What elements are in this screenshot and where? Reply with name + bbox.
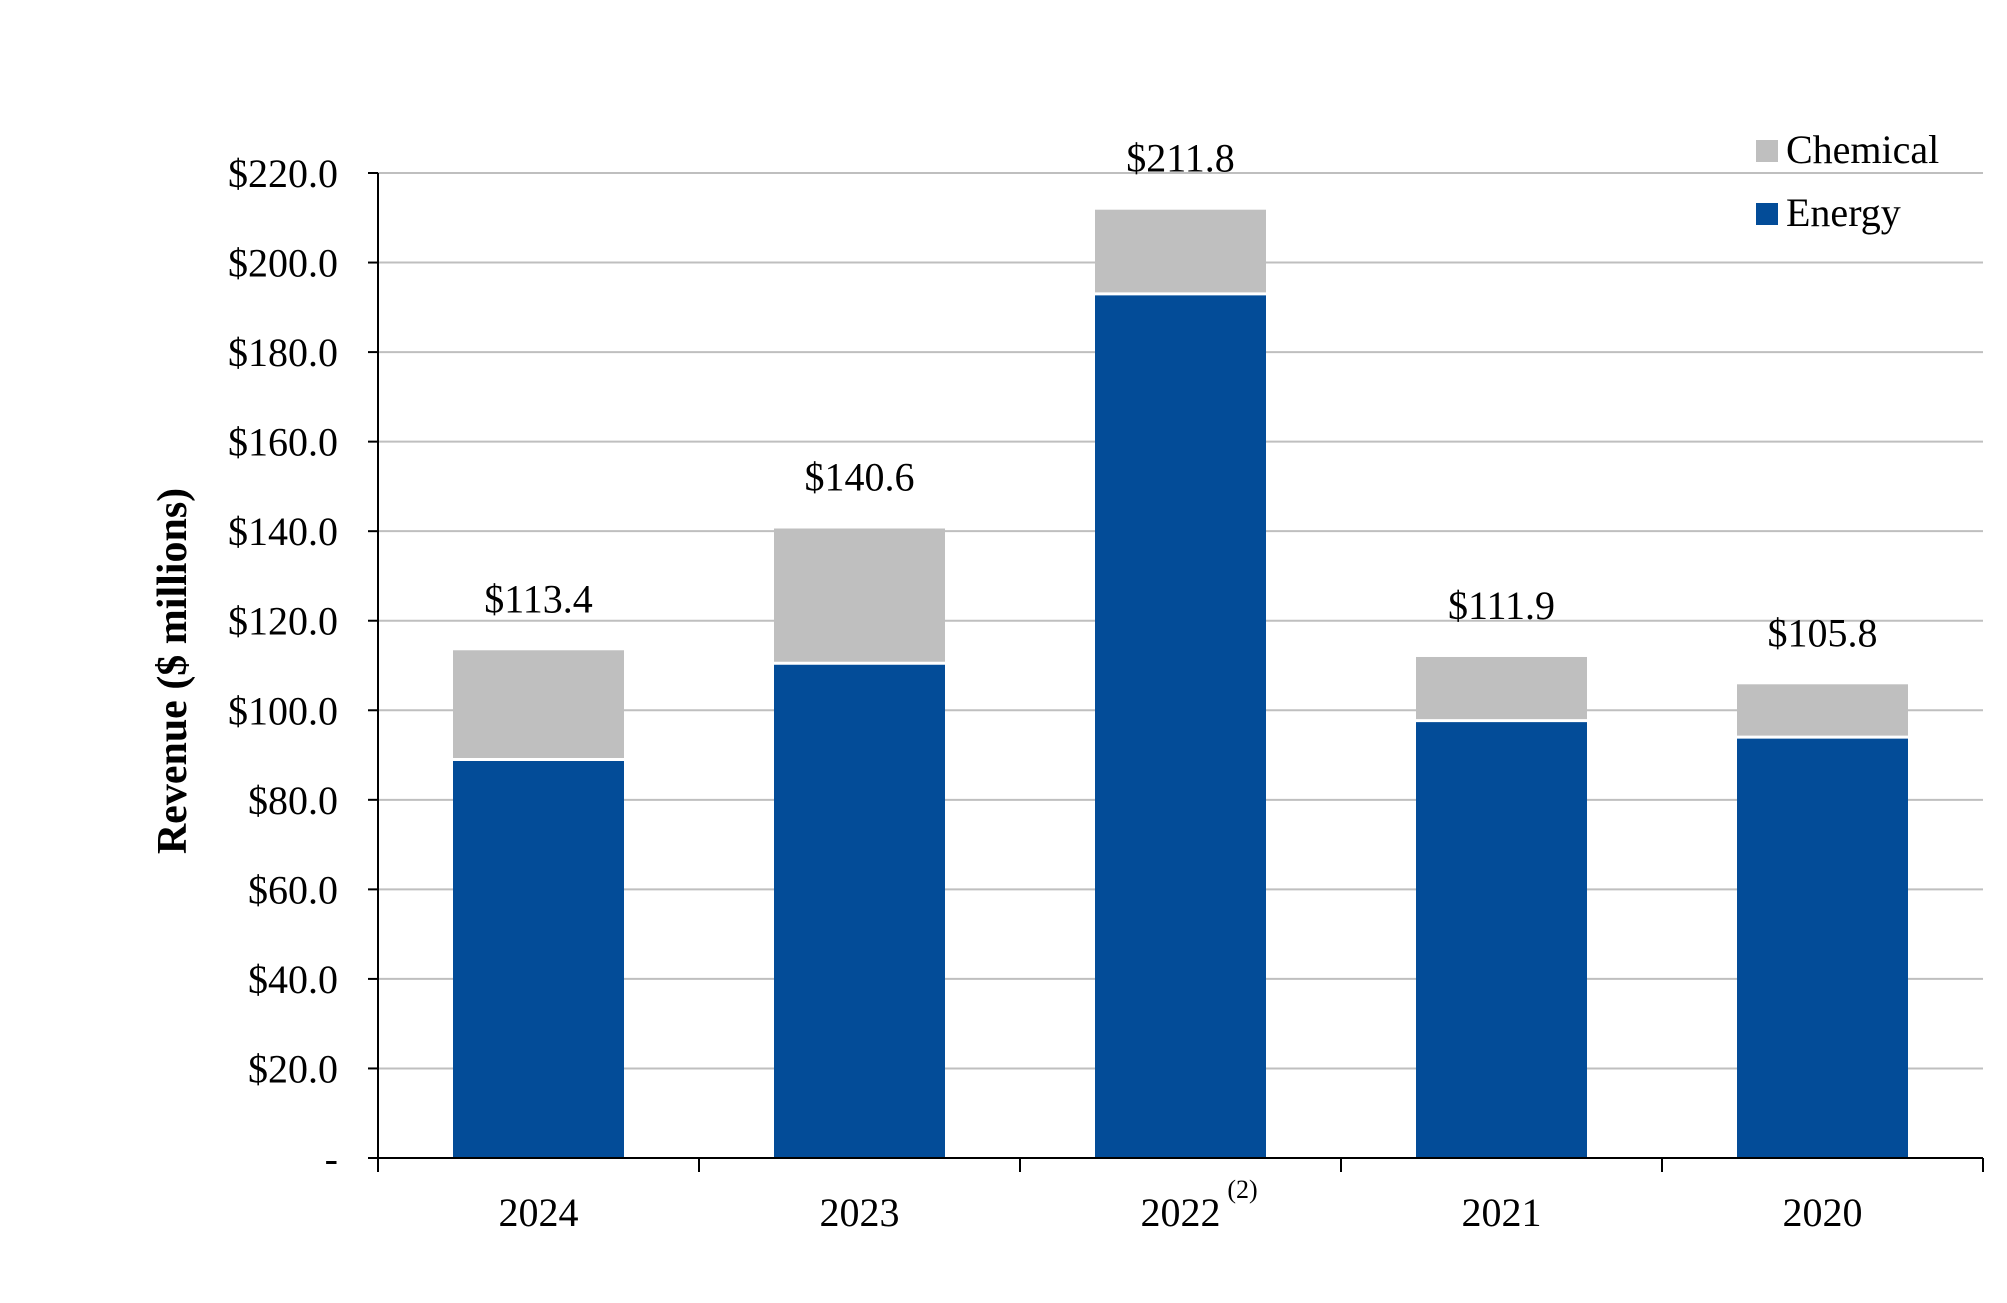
y-tick-label: $140.0 (228, 509, 338, 554)
y-tick-label: $40.0 (248, 957, 338, 1002)
legend-swatch-energy (1756, 203, 1778, 225)
bar-energy-2022 (1095, 293, 1266, 1158)
bar-chemical-2021 (1416, 656, 1587, 721)
total-label: $113.4 (484, 576, 593, 621)
y-tick-label: $80.0 (248, 778, 338, 823)
y-tick-label: $220.0 (228, 151, 338, 196)
total-label: $211.8 (1126, 136, 1235, 181)
total-label: $111.9 (1448, 583, 1555, 628)
y-tick-label: $200.0 (228, 241, 338, 286)
axes (377, 173, 1984, 1172)
legend: Chemical Energy (1756, 127, 1939, 235)
bar-energy-2023 (774, 663, 945, 1158)
total-label: $105.8 (1768, 610, 1878, 655)
total-label: $140.6 (805, 454, 915, 499)
y-tick-label: $100.0 (228, 688, 338, 733)
bars (453, 209, 1908, 1158)
y-tick-label: - (325, 1136, 338, 1181)
y-tick-label: $20.0 (248, 1046, 338, 1091)
x-tick-label: 2023 (820, 1190, 900, 1235)
x-tick-label: 2022 (1141, 1190, 1221, 1235)
bar-energy-2021 (1416, 720, 1587, 1158)
legend-swatch-chemical (1756, 140, 1778, 162)
bar-chemical-2023 (774, 528, 945, 664)
x-tick-superscript: (2) (1227, 1175, 1257, 1204)
x-tick-label: 2021 (1462, 1190, 1542, 1235)
x-tick-labels: 2024 2023 2022(2) 2021 2020 (499, 1175, 1863, 1235)
bar-energy-2024 (453, 759, 624, 1158)
bar-energy-2020 (1737, 737, 1908, 1158)
y-tick-label: $160.0 (228, 420, 338, 465)
legend-label-chemical: Chemical (1786, 127, 1939, 172)
y-tick-label: $60.0 (248, 867, 338, 912)
x-tick-label: 2020 (1783, 1190, 1863, 1235)
legend-label-energy: Energy (1786, 190, 1901, 235)
x-tick-label: 2024 (499, 1190, 579, 1235)
bar-chemical-2020 (1737, 684, 1908, 738)
total-labels: $113.4 $140.6 $211.8 $111.9 $105.8 (484, 136, 1877, 656)
y-tick-label: $180.0 (228, 330, 338, 375)
bar-chemical-2022 (1095, 209, 1266, 294)
y-axis-title: Revenue ($ millions) (150, 488, 196, 854)
y-tick-label: $120.0 (228, 599, 338, 644)
y-tick-labels: - $20.0 $40.0 $60.0 $80.0 $100.0 $120.0 $140.0 $… (228, 151, 338, 1181)
bar-chemical-2024 (453, 650, 624, 760)
